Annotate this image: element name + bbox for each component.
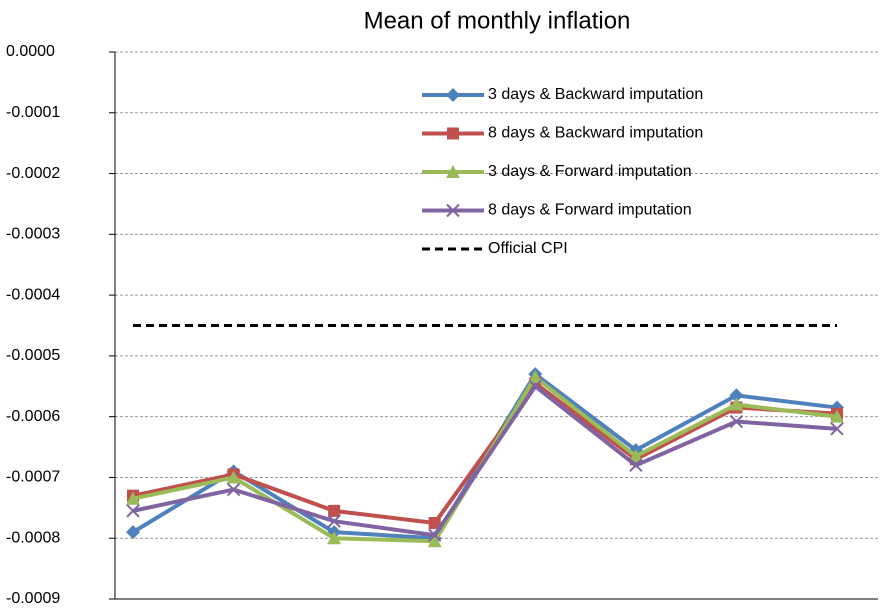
marker	[327, 514, 341, 528]
legend-label: 3 days & Backward imputation	[488, 86, 703, 103]
marker	[428, 528, 442, 542]
y-tick-label: -0.0004	[6, 286, 60, 303]
legend-label: 3 days & Forward imputation	[488, 163, 692, 180]
marker	[629, 458, 643, 472]
marker	[729, 388, 744, 403]
marker	[427, 534, 442, 548]
y-tick-label: -0.0008	[6, 529, 60, 546]
y-tick-label: -0.0006	[6, 408, 60, 425]
legend-marker	[446, 203, 460, 218]
marker	[328, 504, 341, 517]
y-tick-label: -0.0005	[6, 347, 60, 364]
legend-marker	[447, 127, 459, 140]
marker	[126, 525, 140, 540]
legend-label: Official CPI	[488, 240, 568, 257]
y-tick-label: -0.0002	[6, 165, 60, 182]
marker	[528, 379, 542, 393]
marker	[729, 414, 744, 429]
y-tick-label: -0.0009	[6, 590, 60, 607]
marker	[428, 517, 441, 530]
marker	[126, 504, 140, 518]
marker	[327, 531, 342, 545]
marker	[729, 397, 744, 411]
legend-marker	[446, 165, 460, 178]
y-tick-label: -0.0001	[6, 104, 60, 121]
legend-label: 8 days & Backward imputation	[488, 125, 703, 142]
marker	[126, 491, 140, 505]
series-line	[132, 380, 838, 526]
marker	[628, 449, 643, 463]
series-line	[132, 383, 838, 538]
marker	[226, 470, 241, 484]
marker	[528, 370, 543, 384]
y-tick-label: -0.0003	[6, 226, 60, 243]
y-tick-label: -0.0007	[6, 469, 60, 486]
marker	[830, 409, 844, 423]
legend-marker	[446, 88, 460, 102]
legend-label: 8 days & Forward imputation	[488, 202, 692, 219]
marker	[226, 482, 241, 497]
y-tick-label: 0.0000	[6, 43, 55, 60]
marker	[830, 422, 844, 436]
chart-title: Mean of monthly inflation	[364, 7, 631, 34]
